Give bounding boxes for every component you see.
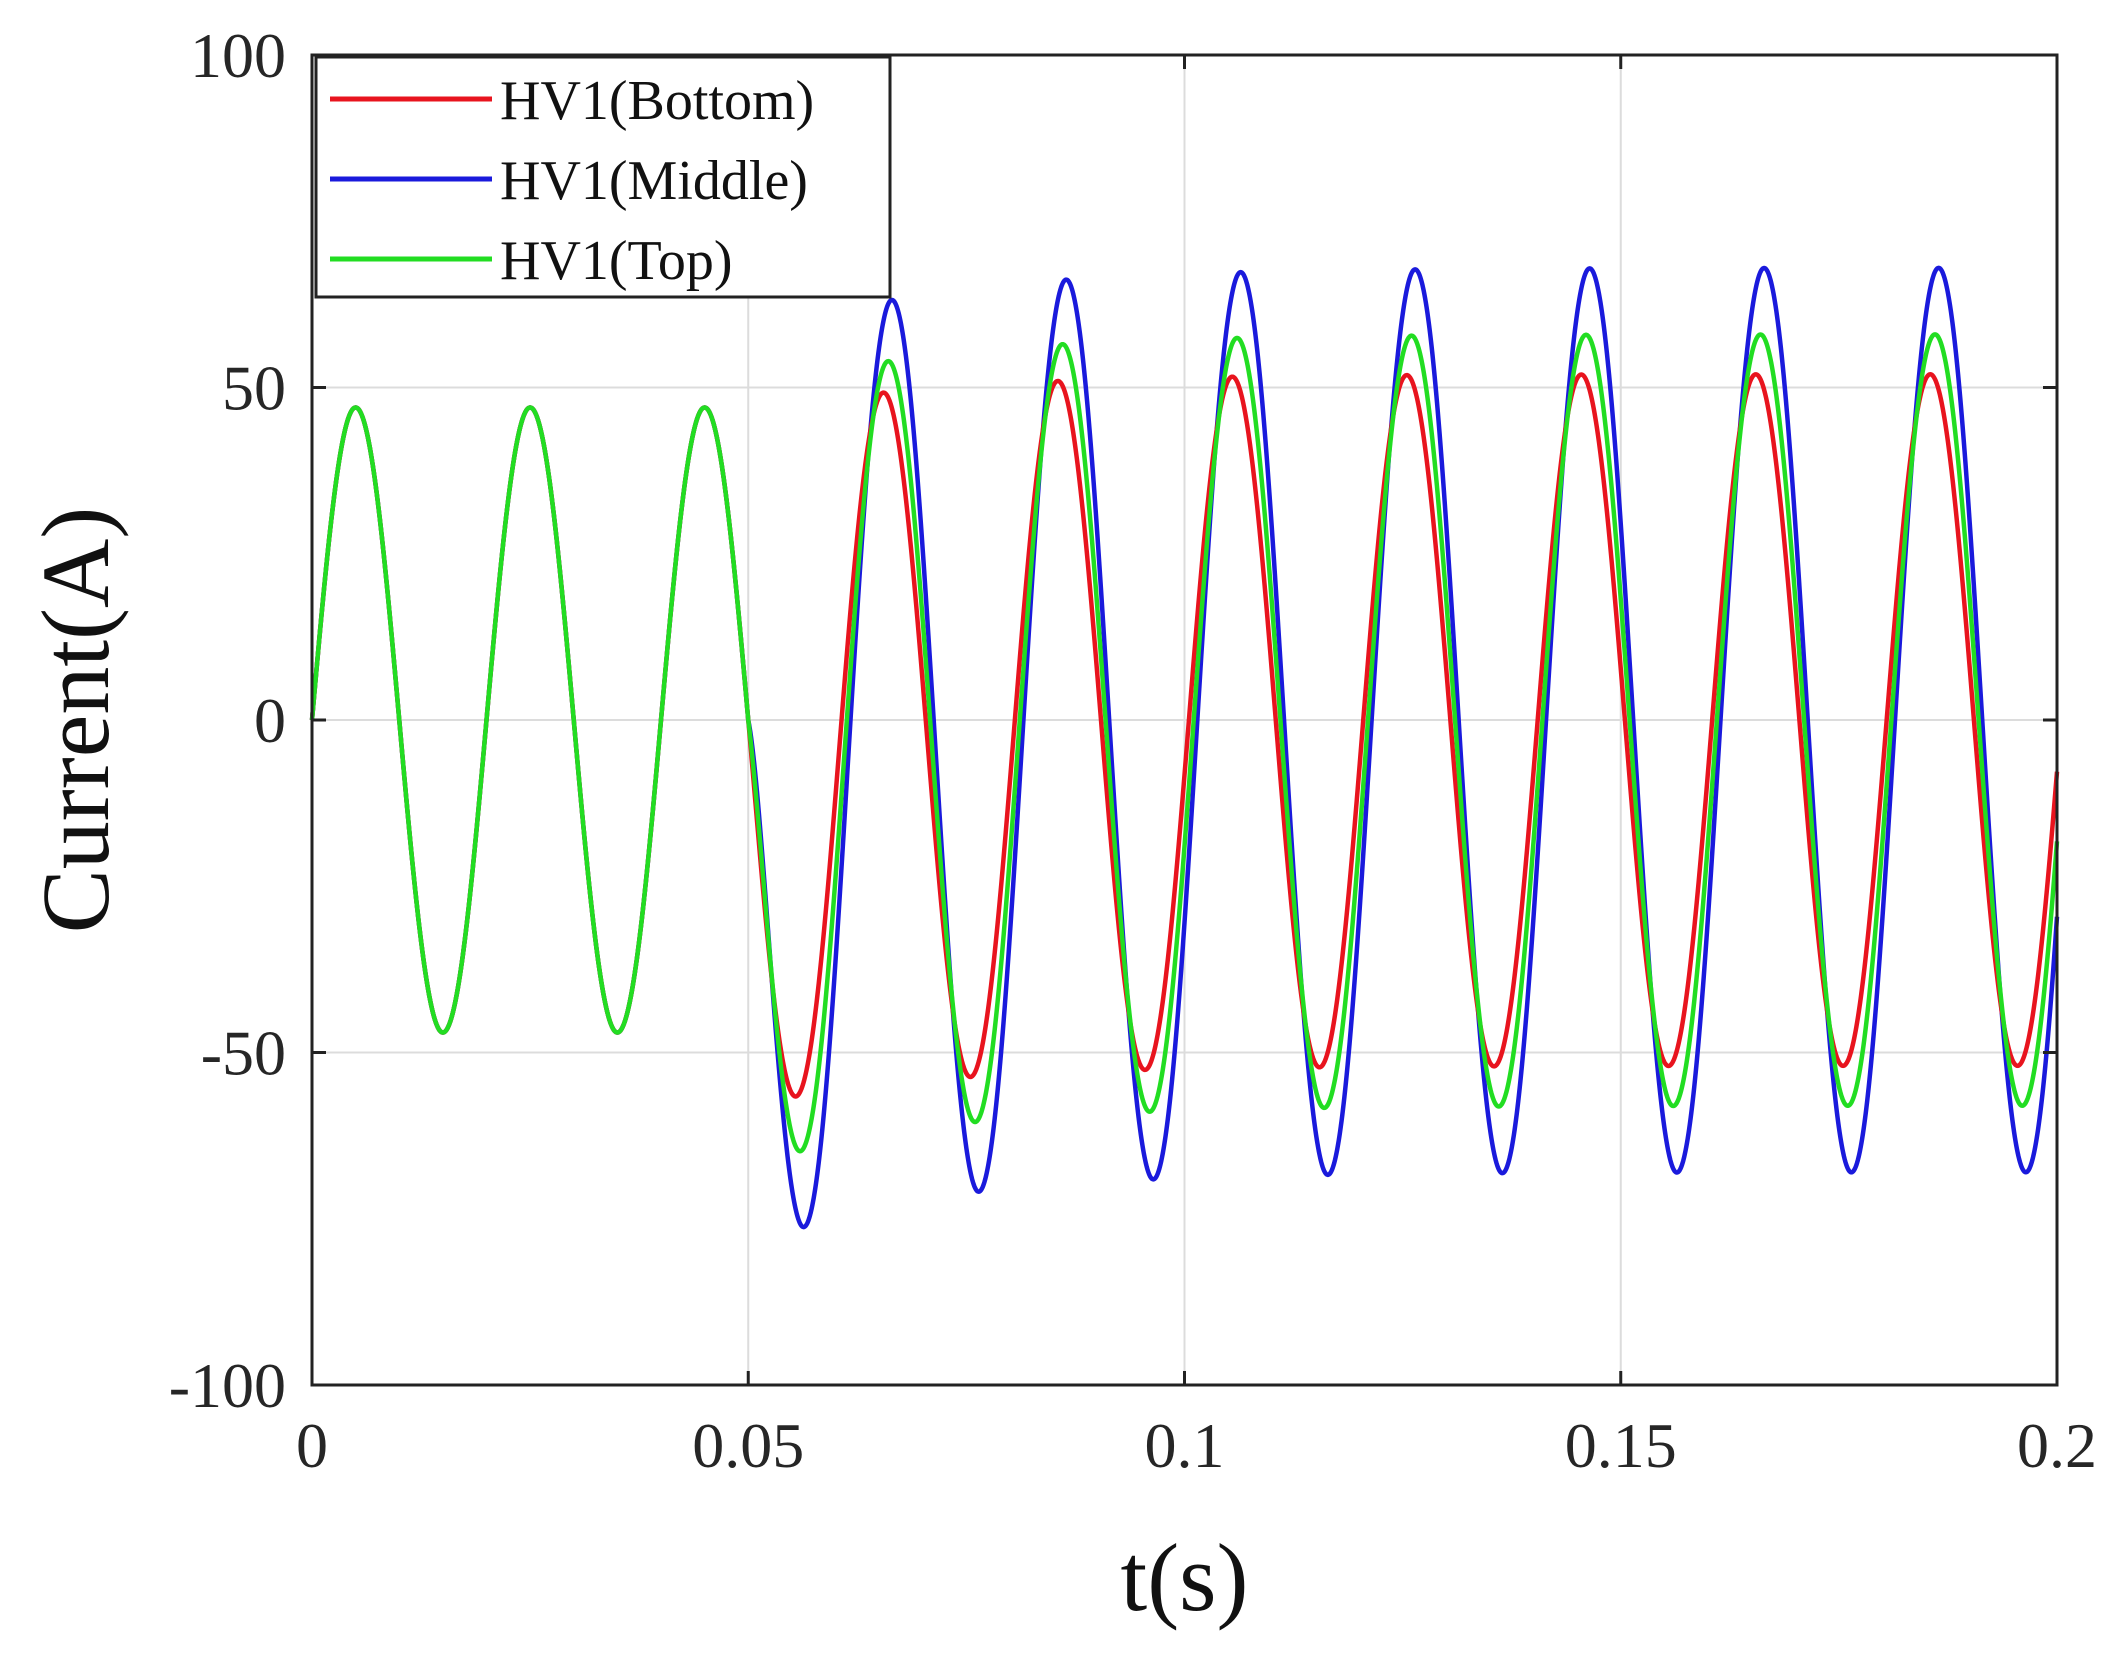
x-tick-label-2: 0.1 (1145, 1410, 1225, 1481)
legend-label-0: HV1(Bottom) (500, 70, 814, 132)
y-tick-label-2: 0 (254, 685, 286, 756)
x-tick-label-4: 0.2 (2017, 1410, 2097, 1481)
y-tick-label-1: -50 (201, 1018, 286, 1089)
y-tick-label-4: 100 (190, 20, 286, 91)
legend-label-2: HV1(Top) (500, 230, 732, 292)
legend[interactable]: HV1(Bottom) HV1(Middle) HV1(Top) (314, 55, 892, 299)
series-line-hv1-top (309, 332, 2060, 1154)
legend-label-1: HV1(Middle) (500, 150, 808, 212)
x-axis-title: t(s) (1121, 1524, 1249, 1631)
y-axis-title: Current(A) (22, 507, 129, 934)
ticks-layer: 0 0.05 0.1 0.15 0.2 -100 -50 0 50 100 (169, 20, 2097, 1481)
legend-items: HV1(Bottom) HV1(Middle) HV1(Top) (330, 70, 814, 292)
x-tick-label-0: 0 (296, 1410, 328, 1481)
x-tick-label-1: 0.05 (692, 1410, 804, 1481)
y-tick-label-3: 50 (222, 353, 286, 424)
y-tick-label-0: -100 (169, 1350, 286, 1421)
x-tick-label-3: 0.15 (1565, 1410, 1677, 1481)
series-layer (309, 265, 2060, 1230)
